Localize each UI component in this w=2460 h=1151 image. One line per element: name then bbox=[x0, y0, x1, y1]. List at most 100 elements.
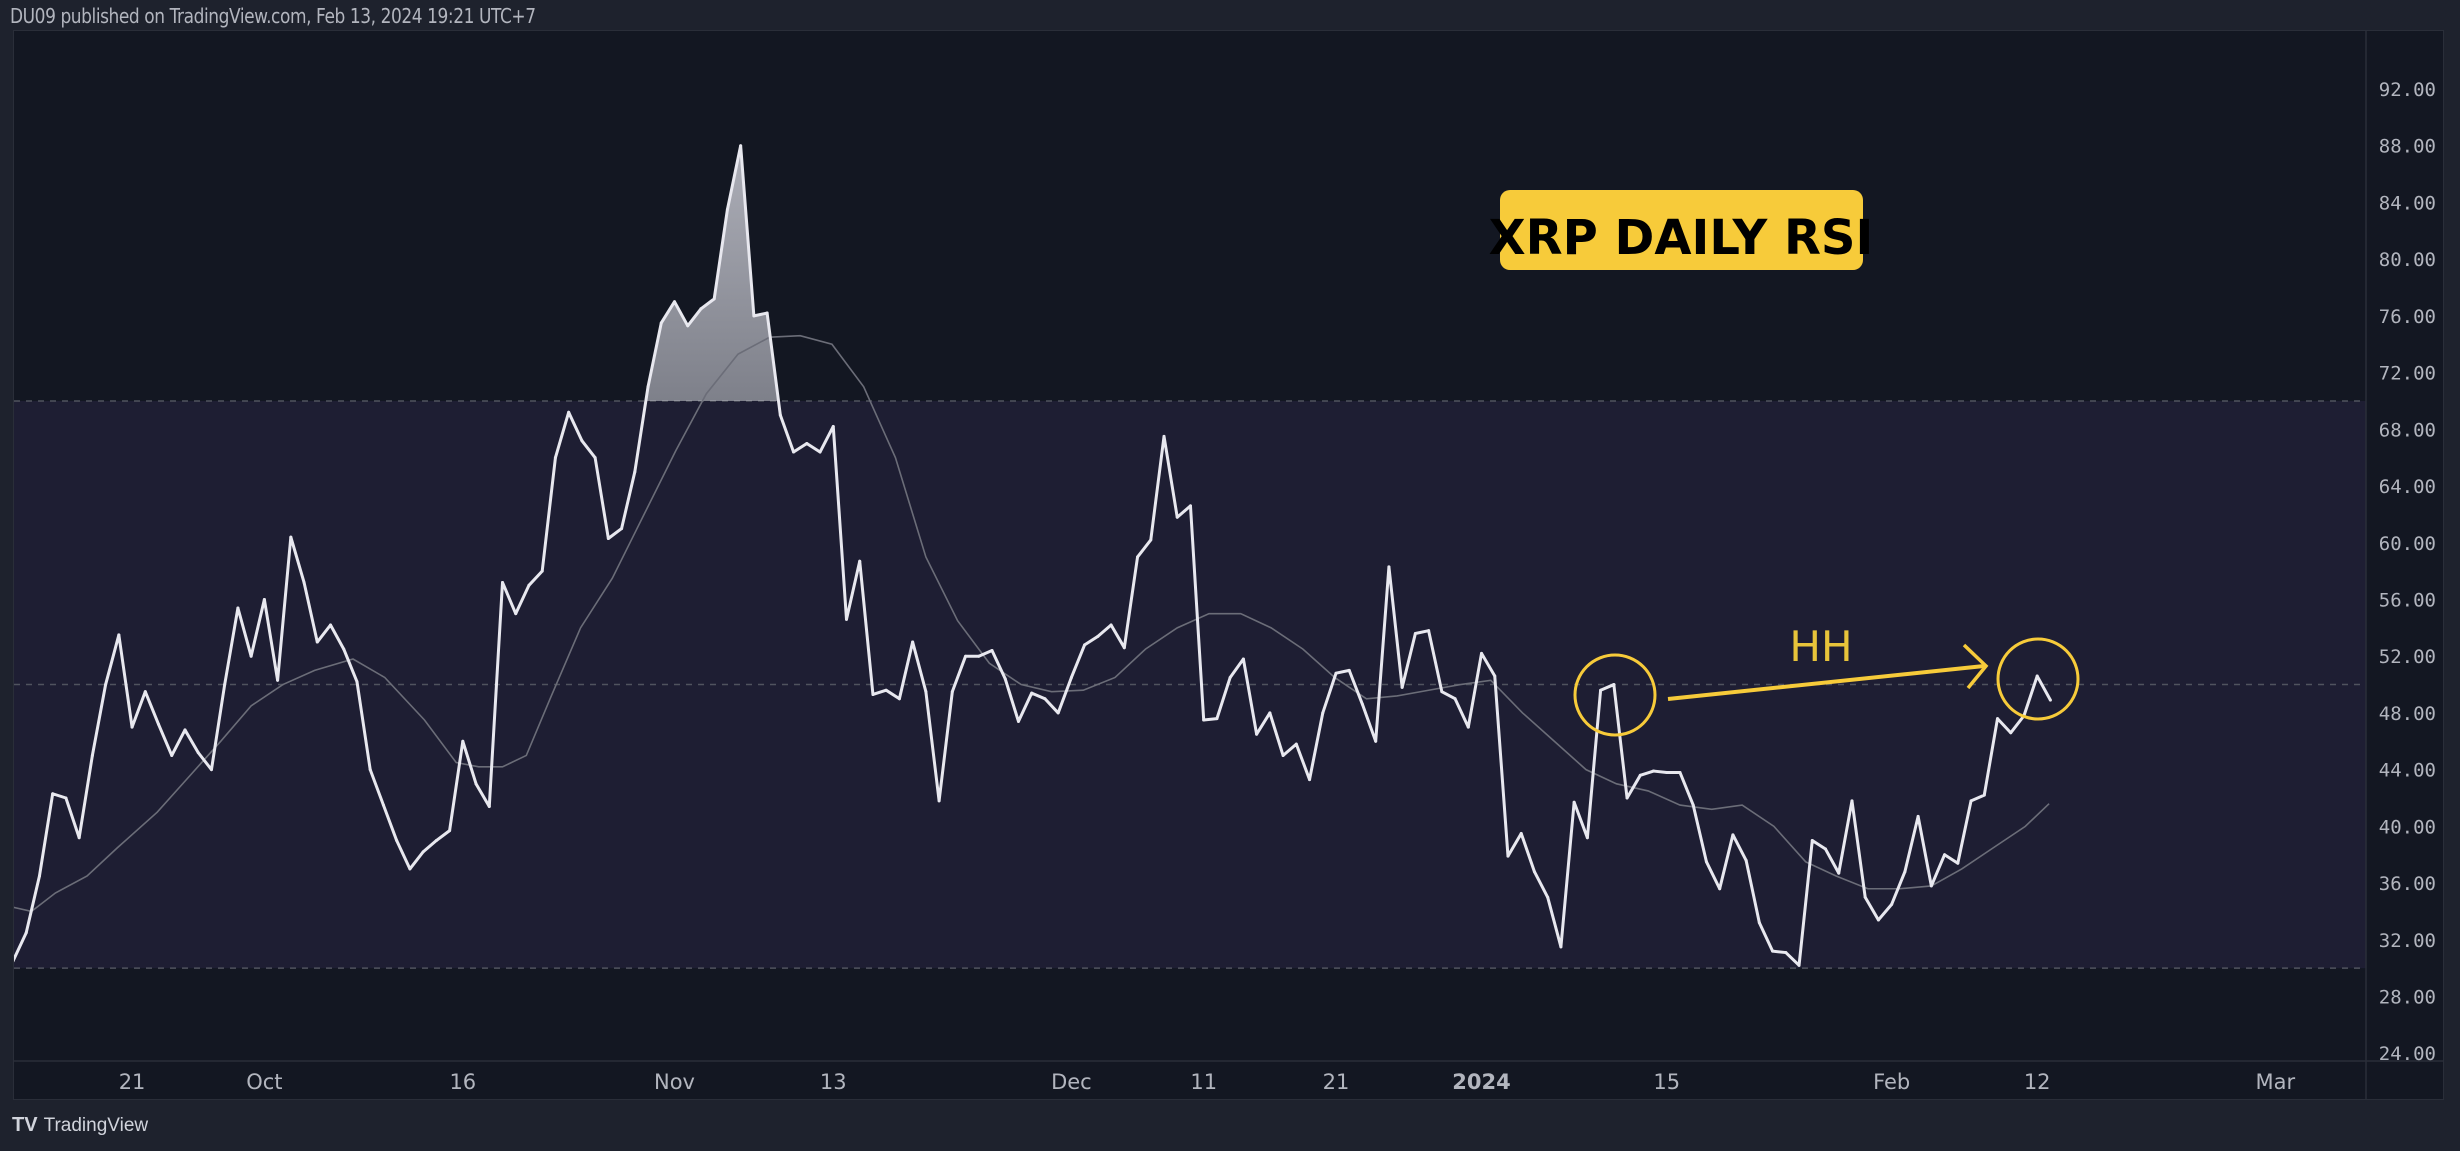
rsi-point bbox=[673, 300, 676, 304]
rsi-point bbox=[514, 612, 518, 616]
rsi-point bbox=[964, 654, 968, 658]
rsi-point bbox=[633, 470, 637, 474]
rsi-point bbox=[1228, 675, 1232, 679]
rsi-point bbox=[1427, 629, 1431, 633]
rsi-point bbox=[1731, 833, 1735, 837]
time-tick-label: 21 bbox=[119, 1070, 146, 1094]
rsi-point bbox=[937, 799, 941, 803]
highlight-circle-first-high[interactable] bbox=[1573, 653, 1657, 737]
rsi-point bbox=[1996, 717, 1999, 721]
rsi-point bbox=[1281, 753, 1285, 757]
rsi-point bbox=[924, 690, 928, 694]
rsi-point bbox=[831, 424, 835, 428]
rsi-point bbox=[249, 654, 253, 658]
rsi-point bbox=[1440, 690, 1444, 694]
rsi-point bbox=[14, 959, 15, 963]
title-badge[interactable]: XRP DAILY RSI bbox=[1489, 190, 1874, 270]
rsi-point bbox=[567, 410, 571, 414]
rsi-point bbox=[1532, 870, 1536, 874]
rsi-point bbox=[1030, 691, 1034, 695]
rsi-point bbox=[209, 768, 213, 772]
chart-title: XRP DAILY RSI bbox=[1489, 210, 1874, 266]
price-tick-label: 44.00 bbox=[2379, 760, 2436, 782]
price-tick-label: 24.00 bbox=[2379, 1043, 2436, 1065]
rsi-point bbox=[593, 456, 597, 460]
time-tick-label: 15 bbox=[1653, 1070, 1680, 1094]
time-tick-label: 13 bbox=[820, 1070, 847, 1094]
highlight-circle-higher-high[interactable] bbox=[1996, 637, 2080, 721]
rsi-point bbox=[1136, 555, 1140, 559]
rsi-point bbox=[712, 297, 716, 301]
rsi-point bbox=[1109, 623, 1113, 627]
rsi-point bbox=[1572, 800, 1576, 804]
rsi-point bbox=[143, 690, 147, 694]
rsi-point bbox=[1824, 847, 1828, 851]
price-tick-label: 36.00 bbox=[2379, 873, 2436, 895]
rsi-point bbox=[1400, 685, 1404, 689]
rsi-point bbox=[1784, 951, 1788, 955]
price-tick-label: 52.00 bbox=[2379, 646, 2436, 668]
rsi-point bbox=[725, 208, 729, 212]
price-tick-label: 56.00 bbox=[2379, 589, 2436, 611]
rsi-point bbox=[620, 527, 624, 531]
time-tick-label: Nov bbox=[654, 1070, 695, 1094]
rsi-point bbox=[157, 722, 161, 726]
price-tick-label: 84.00 bbox=[2379, 192, 2436, 214]
time-tick-label: 11 bbox=[1190, 1070, 1217, 1094]
rsi-point bbox=[183, 728, 187, 732]
higher-high-arrow[interactable] bbox=[1667, 643, 1989, 701]
rsi-point bbox=[1810, 839, 1814, 843]
rsi-point bbox=[1890, 902, 1894, 906]
rsi-point bbox=[540, 569, 544, 573]
rsi-point bbox=[1506, 854, 1510, 858]
rsi-point bbox=[1374, 739, 1378, 743]
rsi-point bbox=[461, 739, 465, 743]
rsi-point bbox=[1308, 778, 1312, 782]
rsi-point bbox=[1599, 688, 1603, 692]
rsi-point bbox=[90, 753, 94, 757]
rsi-point bbox=[1294, 742, 1298, 746]
time-tick-label: Oct bbox=[246, 1070, 282, 1094]
tradingview-logo-icon: TV bbox=[12, 1114, 38, 1136]
rsi-point bbox=[1069, 675, 1073, 679]
rsi-point bbox=[368, 768, 372, 772]
price-axis[interactable]: 92.00 88.00 84.00 80.00 76.00 72.00 68.00 64.00… bbox=[2379, 79, 2436, 1065]
rsi-point bbox=[1215, 717, 1219, 721]
rsi-point bbox=[977, 654, 981, 658]
rsi-point bbox=[77, 836, 81, 840]
rsi-point bbox=[1188, 504, 1192, 508]
rsi-point bbox=[1453, 697, 1457, 701]
rsi-point bbox=[276, 678, 280, 682]
rsi-point bbox=[871, 692, 875, 696]
rsi-point bbox=[1387, 565, 1391, 569]
rsi-point bbox=[223, 683, 227, 687]
rsi-point bbox=[1704, 860, 1708, 864]
rsi-point bbox=[1876, 918, 1880, 922]
rsi-point bbox=[752, 314, 756, 318]
rsi-point bbox=[448, 829, 452, 833]
rsi-point bbox=[1969, 799, 1973, 803]
rsi-point bbox=[395, 839, 399, 843]
time-axis[interactable]: 21 Oct 16 Nov 13 Dec 11 21 2024 15 Feb 12 Mar bbox=[119, 1070, 2296, 1094]
rsi-point bbox=[1612, 683, 1616, 687]
rsi-point bbox=[1665, 770, 1669, 774]
rsi-point bbox=[1043, 697, 1047, 701]
rsi-point bbox=[659, 321, 663, 325]
price-tick-label: 40.00 bbox=[2379, 816, 2436, 838]
rsi-point bbox=[1321, 711, 1325, 715]
time-tick-label: Dec bbox=[1051, 1070, 1092, 1094]
rsi-point bbox=[501, 580, 505, 584]
rsi-point bbox=[2048, 698, 2052, 702]
rsi-point bbox=[606, 537, 610, 541]
price-tick-label: 28.00 bbox=[2379, 987, 2436, 1009]
rsi-point bbox=[381, 803, 385, 807]
rsi-point bbox=[1255, 732, 1259, 736]
rsi-point bbox=[1175, 515, 1179, 519]
rsi-point bbox=[1413, 632, 1417, 636]
time-tick-label: Mar bbox=[2256, 1070, 2296, 1094]
rsi-point bbox=[1956, 861, 1960, 865]
price-tick-label: 88.00 bbox=[2379, 136, 2436, 158]
rsi-point bbox=[355, 680, 359, 684]
footer-branding[interactable]: TV TradingView bbox=[12, 1114, 148, 1137]
